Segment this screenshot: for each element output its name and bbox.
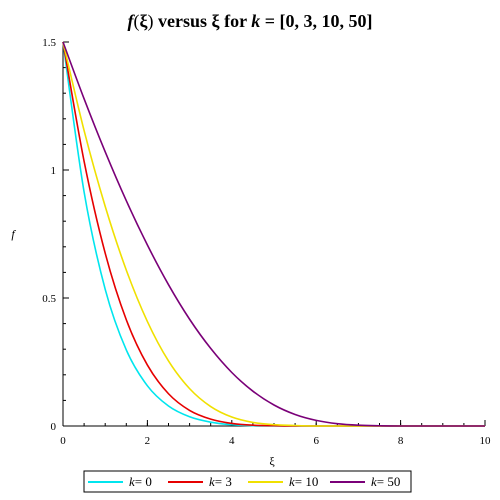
chart-title: f(ξ) versus ξ for k = [0, 3, 10, 50] xyxy=(128,11,373,32)
series-line-0 xyxy=(62,41,485,427)
title-paren-close: ) xyxy=(148,11,154,32)
legend-k: k xyxy=(209,474,215,489)
series-line-3 xyxy=(62,41,485,427)
legend-value: = 10 xyxy=(295,474,319,489)
y-tick-label: 0 xyxy=(51,421,57,433)
legend: k= 0 k= 3 k= 10 k= 50 xyxy=(83,470,412,493)
x-tick-label: 2 xyxy=(145,435,151,447)
legend-label-0: k= 0 xyxy=(129,474,152,489)
title-xi: ξ xyxy=(140,11,148,32)
legend-k: k xyxy=(371,474,377,489)
legend-label-2: k= 10 xyxy=(289,474,318,489)
series-layer xyxy=(62,41,485,427)
title-paren-open: ( xyxy=(134,11,140,32)
title-versus: versus ξ for xyxy=(154,11,252,32)
legend-k: k xyxy=(129,474,135,489)
x-tick-label: 4 xyxy=(229,435,235,447)
x-tick-label: 6 xyxy=(313,435,319,447)
title-f: f xyxy=(128,11,136,31)
legend-box xyxy=(83,470,412,493)
title-k: k xyxy=(251,11,260,31)
legend-label-1: k= 3 xyxy=(209,474,232,489)
x-tick-label: 10 xyxy=(480,435,492,447)
axes: 0 2 4 6 8 10 0 0.5 1 1.5 xyxy=(42,37,491,447)
y-tick-label: 0.5 xyxy=(42,293,56,305)
legend-value: = 50 xyxy=(377,474,401,489)
x-tick-label: 0 xyxy=(60,435,66,447)
legend-label-3: k= 50 xyxy=(371,474,400,489)
series-line-1 xyxy=(62,41,485,427)
title-rest: = [0, 3, 10, 50] xyxy=(260,11,372,31)
y-axis-label: f xyxy=(11,227,16,241)
x-axis-label: ξ xyxy=(269,454,275,468)
legend-value: = 0 xyxy=(135,474,152,489)
x-tick-label: 8 xyxy=(398,435,404,447)
legend-k: k xyxy=(289,474,295,489)
y-tick-label: 1 xyxy=(51,165,57,177)
y-tick-label: 1.5 xyxy=(42,37,56,49)
legend-value: = 3 xyxy=(215,474,232,489)
series-line-2 xyxy=(62,41,485,427)
